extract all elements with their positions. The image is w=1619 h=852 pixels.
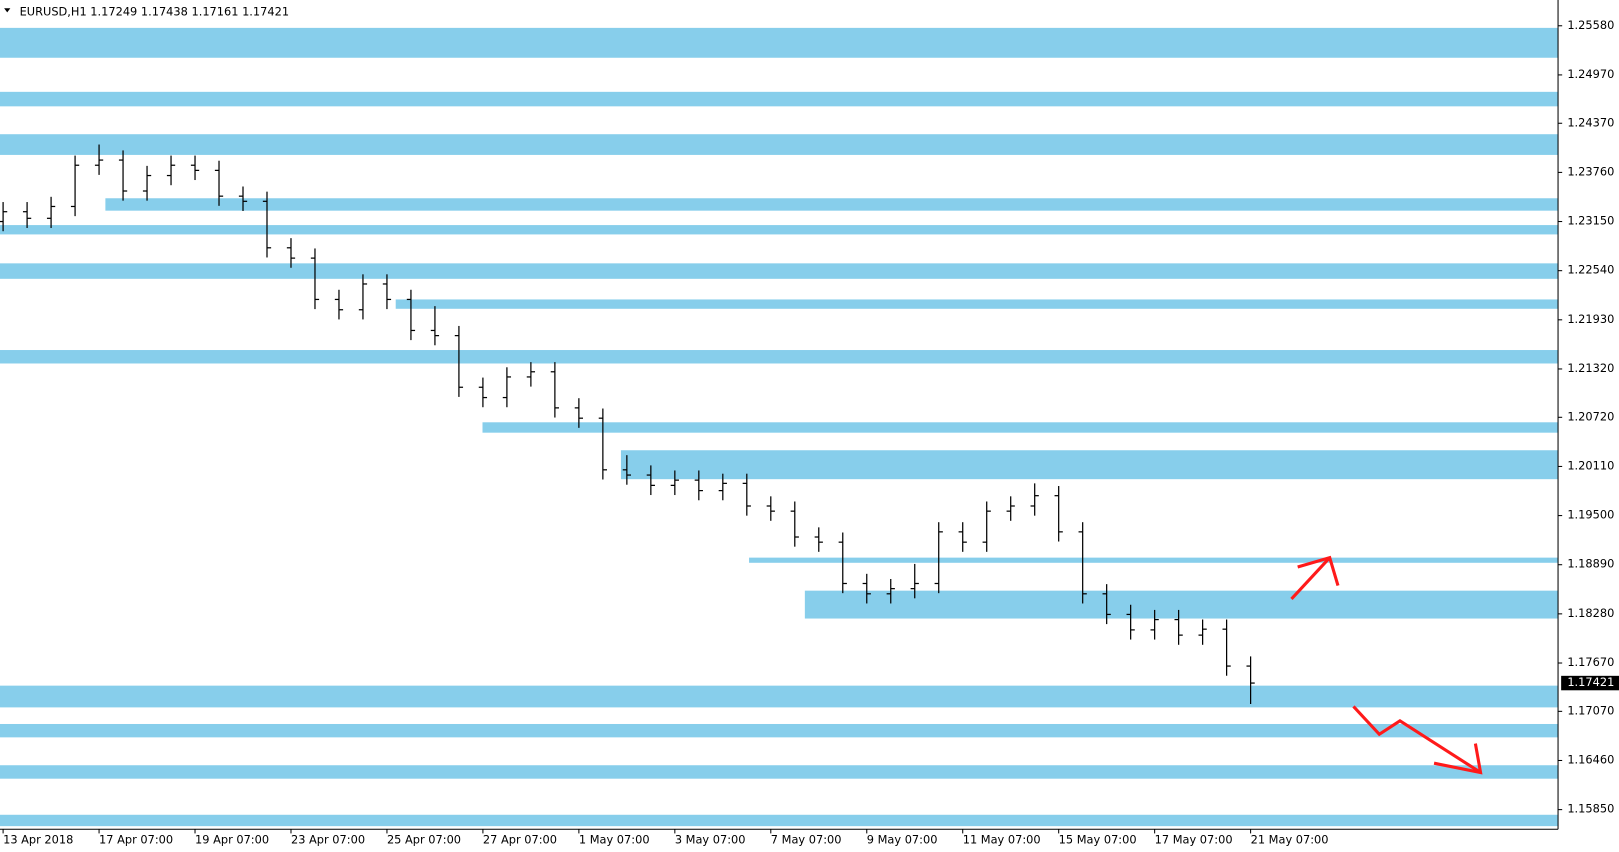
zone [804, 590, 1559, 619]
red-arrow-up [1290, 555, 1340, 601]
zone [0, 814, 1559, 827]
y-tick-label: 1.20110 [1567, 458, 1614, 472]
y-tick-label: 1.24370 [1567, 115, 1614, 129]
x-tick-label: 27 Apr 07:00 [483, 833, 557, 847]
red-arrow-down [1352, 705, 1483, 775]
y-tick-label: 1.23760 [1567, 164, 1614, 178]
price-bars [0, 144, 1255, 705]
chart-title: EURUSD,H1 1.17249 1.17438 1.17161 1.1742… [20, 4, 289, 18]
y-tick-label: 1.24970 [1567, 67, 1614, 81]
x-tick-label: 15 May 07:00 [1059, 833, 1137, 847]
y-tick-label: 1.22540 [1567, 263, 1614, 277]
x-tick-label: 7 May 07:00 [771, 833, 842, 847]
y-tick-label: 1.18890 [1567, 557, 1614, 571]
last-price-label: 1.17421 [1567, 675, 1614, 689]
zone [395, 299, 1559, 309]
x-tick-label: 25 Apr 07:00 [387, 833, 461, 847]
zones [0, 27, 1559, 827]
zone [0, 263, 1559, 279]
x-tick-label: 17 May 07:00 [1155, 833, 1233, 847]
y-tick-label: 1.15850 [1567, 802, 1614, 816]
x-tick-label: 1 May 07:00 [579, 833, 650, 847]
zone [0, 225, 1559, 235]
y-tick-label: 1.20720 [1567, 409, 1614, 423]
last-price-box [1561, 675, 1619, 691]
zone [0, 134, 1559, 155]
y-tick-label: 1.21320 [1567, 361, 1614, 375]
y-tick-label: 1.17670 [1567, 655, 1614, 669]
y-tick-label: 1.16460 [1567, 752, 1614, 766]
y-tick-label: 1.25580 [1567, 18, 1614, 32]
x-tick-label: 23 Apr 07:00 [291, 833, 365, 847]
y-tick-label: 1.17070 [1567, 703, 1614, 717]
y-tick-label: 1.21930 [1567, 312, 1614, 326]
x-tick-label: 9 May 07:00 [867, 833, 938, 847]
x-tick-label: 17 Apr 07:00 [99, 833, 173, 847]
zone [0, 765, 1559, 779]
x-tick-label: 19 Apr 07:00 [195, 833, 269, 847]
y-tick-label: 1.23150 [1567, 214, 1614, 228]
zone [105, 198, 1559, 211]
zone [620, 450, 1559, 480]
x-tick-label: 11 May 07:00 [963, 833, 1041, 847]
arrow-shaft [1290, 556, 1331, 601]
zone [0, 27, 1559, 58]
x-tick-label: 3 May 07:00 [675, 833, 746, 847]
arrow-shaft [1352, 705, 1482, 774]
y-tick-label: 1.18280 [1567, 606, 1614, 620]
menu-triangle[interactable] [4, 8, 11, 13]
zone [0, 685, 1559, 708]
zone [0, 723, 1559, 738]
zone [482, 422, 1559, 433]
arrow-head [1297, 555, 1340, 586]
zone [0, 350, 1559, 364]
x-tick-label: 21 May 07:00 [1251, 833, 1329, 847]
zone [749, 557, 1559, 563]
x-tick-label: 13 Apr 2018 [3, 833, 73, 847]
arrow-head [1433, 743, 1483, 775]
y-tick-label: 1.19500 [1567, 508, 1614, 522]
zone [0, 91, 1559, 107]
